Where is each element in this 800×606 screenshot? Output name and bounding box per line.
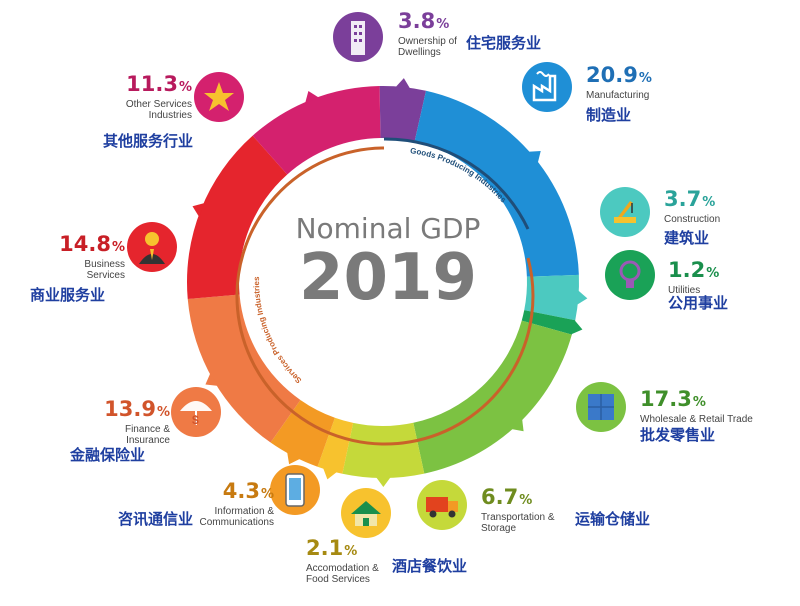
slice-name-zh: 公用事业 (668, 294, 729, 312)
boxes-icon (576, 382, 626, 432)
slice-label-6: 2.1% Accomodation & Food Services (306, 537, 379, 585)
slice-percent: 2.1% (306, 536, 358, 560)
slice-name-en: Manufacturing (586, 90, 650, 101)
phone-icon (270, 465, 320, 515)
goods-bracket-arc (383, 137, 530, 230)
slice-name-zh: 咨讯通信业 (118, 510, 194, 528)
slice-percent: 4.3% (222, 479, 274, 503)
slice-percent: 20.9% (586, 63, 652, 87)
slice-name-zh: 建筑业 (664, 229, 710, 247)
slice-name-en: Business Services (84, 259, 125, 281)
slice-label-7: 4.3% Information & Communications (180, 480, 274, 528)
businessman-icon (127, 222, 177, 272)
slice-percent: 3.7% (664, 187, 716, 211)
slice-7 (270, 399, 335, 467)
slice-notch-2 (576, 290, 588, 306)
slice-label-9: 14.8% Business Services (33, 233, 125, 281)
umbrella-icon: $ (171, 387, 221, 437)
slice-notch-4 (511, 418, 524, 432)
building-icon (333, 12, 383, 62)
slice-notch-10 (305, 91, 320, 104)
slice-percent: 13.9% (104, 397, 170, 421)
slice-5 (342, 422, 425, 478)
slice-notch-6 (322, 467, 338, 480)
slice-name-zh: 商业服务业 (30, 286, 106, 304)
slice-label-3: 1.2% Utilities (668, 259, 719, 296)
slice-name-zh: 酒店餐饮业 (392, 557, 468, 575)
slice-label-2: 3.7% Construction (664, 188, 720, 225)
slice-notch-9 (192, 203, 205, 217)
slice-percent: 11.3% (126, 72, 192, 96)
slice-6 (317, 417, 354, 474)
slice-percent: 17.3% (640, 387, 706, 411)
chart-year: 2019 (299, 241, 477, 315)
slice-label-5: 6.7% Transportation & Storage (481, 486, 555, 534)
slice-notch-8 (205, 372, 218, 386)
services-bracket-arc (235, 146, 535, 446)
slice-name-zh: 其他服务行业 (103, 132, 194, 150)
slice-label-8: 13.9% Finance & Insurance (70, 398, 170, 446)
slice-2 (524, 274, 579, 321)
slice-name-en: Finance & Insurance (124, 424, 170, 446)
slice-name-en: Other Services Industries (125, 99, 192, 121)
slice-name-en: Utilities (668, 285, 701, 296)
slice-name-en: Accomodation & Food Services (306, 563, 379, 585)
slice-name-en: Wholesale & Retail Trade (640, 414, 753, 425)
slice-percent: 6.7% (481, 485, 533, 509)
slice-10 (252, 86, 381, 175)
house-icon (341, 488, 391, 538)
slice-label-0: 3.8% Ownership of Dwellings (398, 10, 457, 58)
chart-title: Nominal GDP (296, 212, 481, 245)
slice-percent: 14.8% (59, 232, 125, 256)
slice-notch-3 (570, 319, 583, 335)
slice-0 (379, 86, 427, 142)
slice-name-en: Construction (664, 214, 721, 225)
slice-name-zh: 制造业 (586, 106, 632, 124)
slice-name-en: Ownership of Dwellings (398, 36, 457, 58)
slice-notch-7 (287, 451, 301, 465)
slice-name-en: Information & Communications (199, 506, 274, 528)
lightbulb-icon (605, 250, 655, 300)
slice-notch-5 (375, 476, 391, 487)
slice-label-1: 20.9% Manufacturing (586, 64, 652, 101)
slice-name-zh: 住宅服务业 (466, 34, 542, 52)
factory-icon (522, 62, 572, 112)
slice-name-zh: 金融保险业 (70, 446, 146, 464)
slice-label-4: 17.3% Wholesale & Retail Trade (640, 388, 753, 425)
slice-label-10: 11.3% Other Services Industries (100, 73, 192, 121)
slice-notch-1 (528, 151, 541, 164)
truck-icon (417, 480, 467, 530)
slice-percent: 1.2% (668, 258, 720, 282)
slice-9 (187, 135, 288, 299)
slice-3 (521, 310, 576, 335)
slice-notch-0 (395, 78, 411, 89)
slice-percent: 3.8% (398, 9, 450, 33)
slice-name-en: Transportation & Storage (481, 512, 555, 534)
slice-name-zh: 批发零售业 (640, 426, 716, 444)
slice-name-zh: 运输仓储业 (575, 510, 651, 528)
crane-icon (600, 187, 650, 237)
star-icon (194, 72, 244, 122)
slice-8 (187, 294, 301, 443)
svg-text:$: $ (192, 413, 199, 427)
